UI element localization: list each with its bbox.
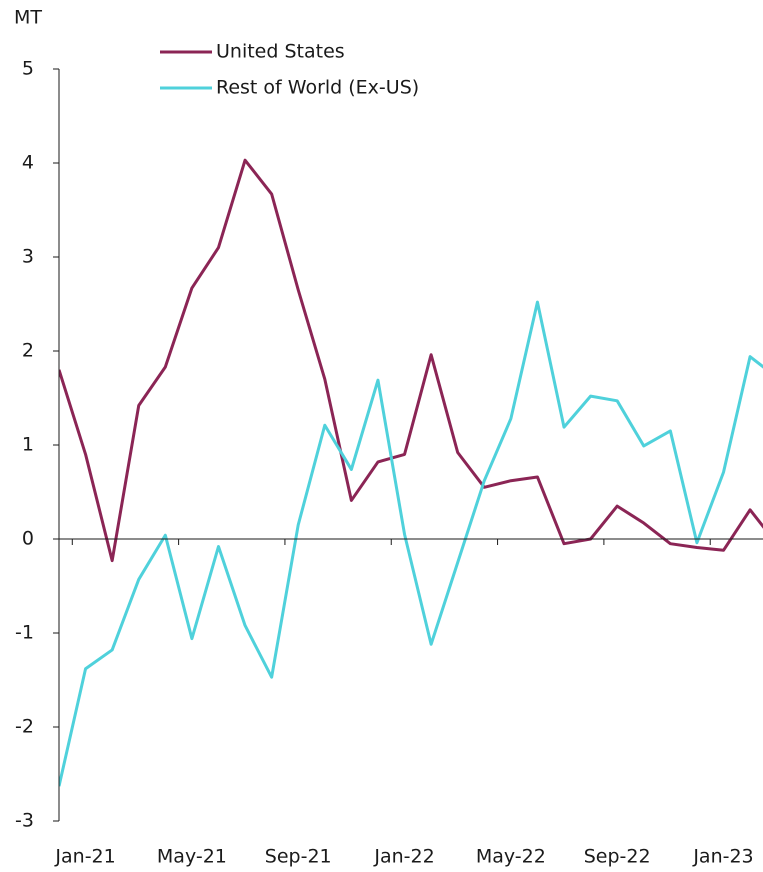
y-axis-label: MT (14, 7, 42, 29)
x-tick-label: Sep-22 (584, 846, 651, 868)
y-tick-label: 2 (22, 340, 34, 362)
y-tick-label: 4 (22, 152, 34, 174)
y-tick-label: -1 (15, 622, 34, 644)
x-tick-label: Jan-21 (54, 846, 115, 868)
x-tick-label: May-22 (476, 846, 546, 868)
series-line (59, 300, 763, 787)
y-tick-label: -2 (15, 716, 34, 738)
x-tick-label: Sep-21 (265, 846, 332, 868)
legend-label: United States (216, 41, 345, 63)
series-line (59, 158, 763, 563)
y-tick-label: 1 (22, 434, 34, 456)
x-tick-label: Jan-22 (373, 846, 434, 868)
y-tick-label: -3 (15, 810, 34, 832)
x-tick-label: Jan-23 (692, 846, 753, 868)
y-tick-label: 5 (22, 58, 34, 80)
y-tick-label: 0 (22, 528, 34, 550)
legend-label: Rest of World (Ex-US) (216, 77, 419, 99)
x-tick-label: May-21 (157, 846, 227, 868)
y-tick-label: 3 (22, 246, 34, 268)
plot-area (59, 158, 763, 787)
